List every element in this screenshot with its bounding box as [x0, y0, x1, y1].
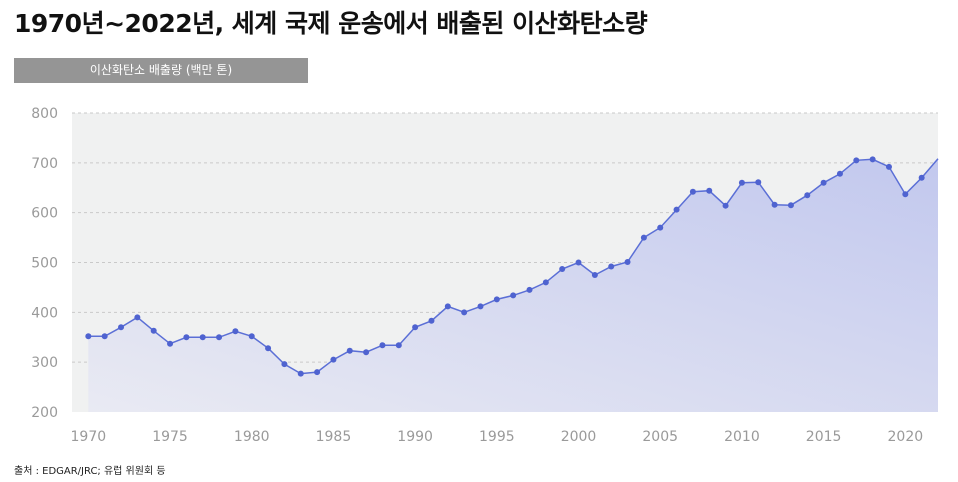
data-point — [118, 324, 125, 331]
data-point — [575, 259, 582, 266]
x-tick-label: 1990 — [397, 429, 433, 445]
data-point — [689, 188, 696, 195]
data-point — [150, 327, 157, 334]
data-point — [885, 163, 892, 170]
x-axis-ticks: 1970 1975 1980 1985 1990 1995 2000 2005 2010 2015… — [71, 429, 924, 445]
x-tick-label: 2000 — [561, 429, 597, 445]
data-point — [640, 234, 647, 241]
data-point — [542, 279, 549, 286]
y-tick-label: 200 — [31, 405, 58, 421]
x-tick-label: 1985 — [316, 429, 352, 445]
y-tick-label: 300 — [31, 355, 58, 371]
data-point — [673, 206, 680, 213]
data-point — [232, 328, 239, 335]
data-point — [412, 324, 419, 331]
data-point — [820, 179, 827, 186]
data-point — [85, 333, 92, 340]
area-fill — [88, 158, 939, 412]
data-point — [477, 303, 484, 310]
data-point — [167, 340, 174, 347]
y-tick-label: 700 — [31, 156, 58, 172]
x-tick-label: 2020 — [888, 429, 924, 445]
data-point — [869, 156, 876, 163]
data-point — [836, 170, 843, 177]
data-point — [591, 271, 598, 278]
data-point — [314, 369, 321, 376]
data-point — [657, 224, 664, 231]
data-point — [297, 370, 304, 377]
data-point — [804, 192, 811, 199]
data-point — [510, 292, 517, 299]
data-point — [379, 342, 386, 349]
data-point — [787, 202, 794, 209]
data-point — [493, 296, 500, 303]
data-point — [183, 334, 190, 341]
x-tick-label: 2015 — [806, 429, 842, 445]
data-point — [559, 265, 566, 272]
data-point — [853, 157, 860, 164]
y-tick-label: 600 — [31, 206, 58, 222]
data-points — [85, 156, 925, 377]
x-tick-label: 2005 — [642, 429, 678, 445]
y-tick-label: 800 — [31, 106, 58, 122]
data-point — [216, 334, 223, 341]
y-tick-label: 400 — [31, 305, 58, 321]
data-point — [248, 333, 255, 340]
data-point — [428, 317, 435, 324]
y-axis-ticks: 200 300 400 500 600 700 800 — [31, 106, 58, 421]
y-tick-label: 500 — [31, 256, 58, 272]
data-point — [461, 309, 468, 316]
data-point — [918, 174, 925, 181]
data-point — [771, 201, 778, 208]
data-point — [624, 259, 631, 266]
chart-title: 1970년~2022년, 세계 국제 운송에서 배출된 이산화탄소량 — [14, 9, 648, 38]
source-note: 출처 : EDGAR/JRC; 유럽 위원회 등 — [14, 466, 166, 477]
data-point — [346, 347, 353, 354]
x-tick-label: 2010 — [724, 429, 760, 445]
data-point — [526, 286, 533, 293]
data-point — [608, 263, 615, 270]
data-point — [902, 191, 909, 198]
data-point — [199, 334, 206, 341]
data-point — [281, 361, 288, 368]
x-tick-label: 1980 — [234, 429, 270, 445]
data-point — [395, 342, 402, 349]
data-point — [722, 202, 729, 209]
data-point — [444, 303, 451, 310]
data-point — [265, 345, 272, 352]
data-point — [101, 333, 108, 340]
data-point — [738, 179, 745, 186]
data-point — [706, 187, 713, 194]
x-tick-label: 1975 — [152, 429, 188, 445]
unit-label: 이산화탄소 배출량 (백만 톤) — [14, 58, 308, 83]
data-point — [755, 179, 762, 186]
data-point — [330, 356, 337, 363]
data-point — [134, 314, 141, 321]
x-tick-label: 1995 — [479, 429, 515, 445]
data-point — [363, 349, 370, 356]
x-tick-label: 1970 — [71, 429, 107, 445]
